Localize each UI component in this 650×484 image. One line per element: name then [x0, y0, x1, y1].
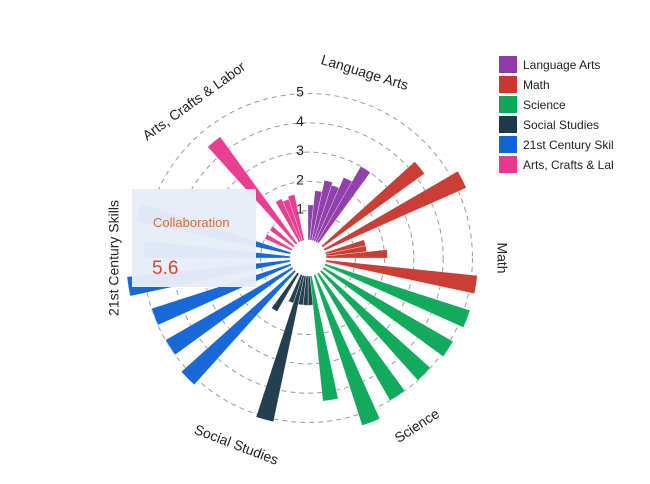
- grid-circle-3: [201, 151, 415, 365]
- hole: [290, 240, 326, 276]
- legend-label-0: Language Arts: [523, 58, 600, 72]
- tooltip-label: Collaboration: [153, 215, 230, 230]
- legend-item-4[interactable]: 21st Century Skills: [499, 136, 622, 153]
- legend-swatch-2: [499, 96, 517, 113]
- legend-label-3: Social Studies: [523, 118, 599, 132]
- tick-label-1: 1: [296, 201, 304, 217]
- tick-label-3: 3: [296, 142, 304, 158]
- legend-swatch-4: [499, 136, 517, 153]
- tick-label-5: 5: [296, 84, 304, 100]
- radial-tick-labels: 1 2 3 4 5: [296, 84, 304, 217]
- legend-label-5: Arts, Crafts & Labor: [523, 158, 628, 172]
- category-label-0: Language Arts: [319, 51, 410, 93]
- legend-swatch-3: [499, 116, 517, 133]
- tooltip-value: 5.6: [152, 258, 178, 279]
- legend-label-4: 21st Century Skills: [523, 138, 622, 152]
- hover-tooltip: Collaboration 5.6: [132, 189, 256, 287]
- legend-label-2: Science: [523, 98, 566, 112]
- legend-swatch-0: [499, 56, 517, 73]
- tick-label-2: 2: [296, 171, 304, 187]
- legend-swatch-1: [499, 76, 517, 93]
- legend-item-5[interactable]: Arts, Crafts & Labor: [499, 156, 628, 173]
- legend-item-0[interactable]: Language Arts: [499, 56, 600, 73]
- category-label-2: Science: [392, 405, 443, 446]
- category-label-3: Social Studies: [192, 421, 281, 468]
- category-label-1: Math: [494, 242, 510, 273]
- legend-item-2[interactable]: Science: [499, 96, 566, 113]
- category-label-4: 21st Century Skills: [106, 200, 122, 316]
- center-hole: [290, 240, 326, 276]
- category-label-5: Arts, Crafts & Labor: [139, 58, 248, 143]
- legend-swatch-5: [499, 156, 517, 173]
- legend: Language Arts Math Science Social Studies 21…: [499, 56, 628, 173]
- legend-item-1[interactable]: Math: [499, 76, 550, 93]
- tooltip-box: [132, 189, 256, 287]
- legend-item-3[interactable]: Social Studies: [499, 116, 599, 133]
- legend-label-1: Math: [523, 78, 550, 92]
- tick-label-4: 4: [296, 113, 304, 129]
